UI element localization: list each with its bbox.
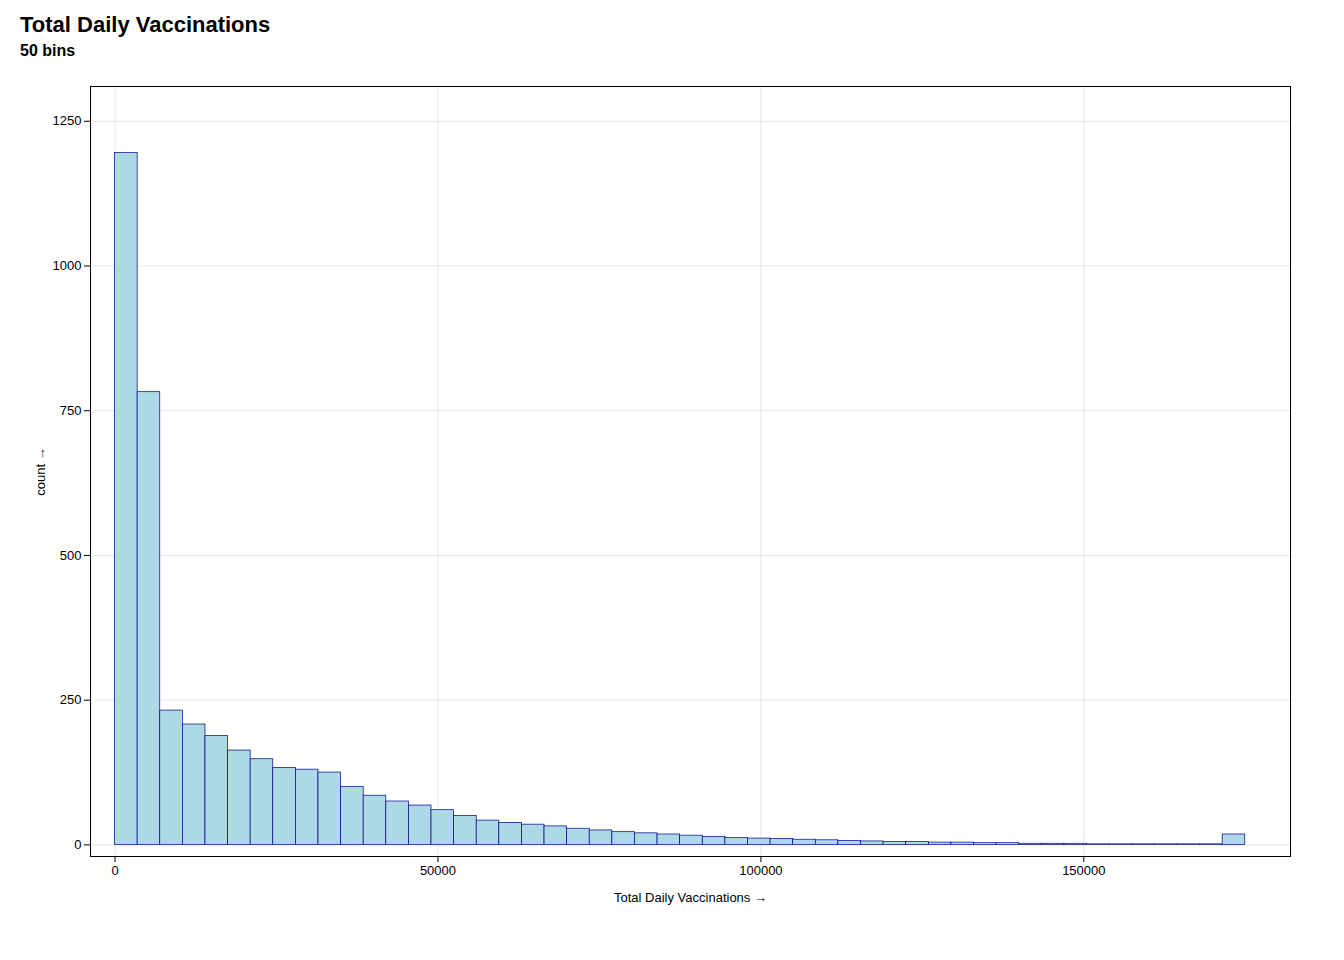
svg-text:Total Daily Vaccinations →: Total Daily Vaccinations → — [614, 890, 767, 905]
svg-text:100000: 100000 — [739, 863, 782, 878]
svg-text:0: 0 — [74, 837, 81, 852]
svg-text:0: 0 — [111, 863, 118, 878]
svg-text:250: 250 — [60, 692, 82, 707]
html-text:Total Daily Vaccinations: Total Daily Vaccinations — [20, 12, 271, 37]
svg-text:500: 500 — [60, 548, 82, 563]
svg-text:150000: 150000 — [1062, 863, 1105, 878]
svg-text:750: 750 — [60, 403, 82, 418]
html-text:50 bins: 50 bins — [20, 42, 76, 59]
svg-text:count →: count → — [33, 447, 48, 495]
svg-text:50000: 50000 — [420, 863, 456, 878]
svg-text:1250: 1250 — [53, 113, 82, 128]
svg-text:1000: 1000 — [53, 258, 82, 273]
